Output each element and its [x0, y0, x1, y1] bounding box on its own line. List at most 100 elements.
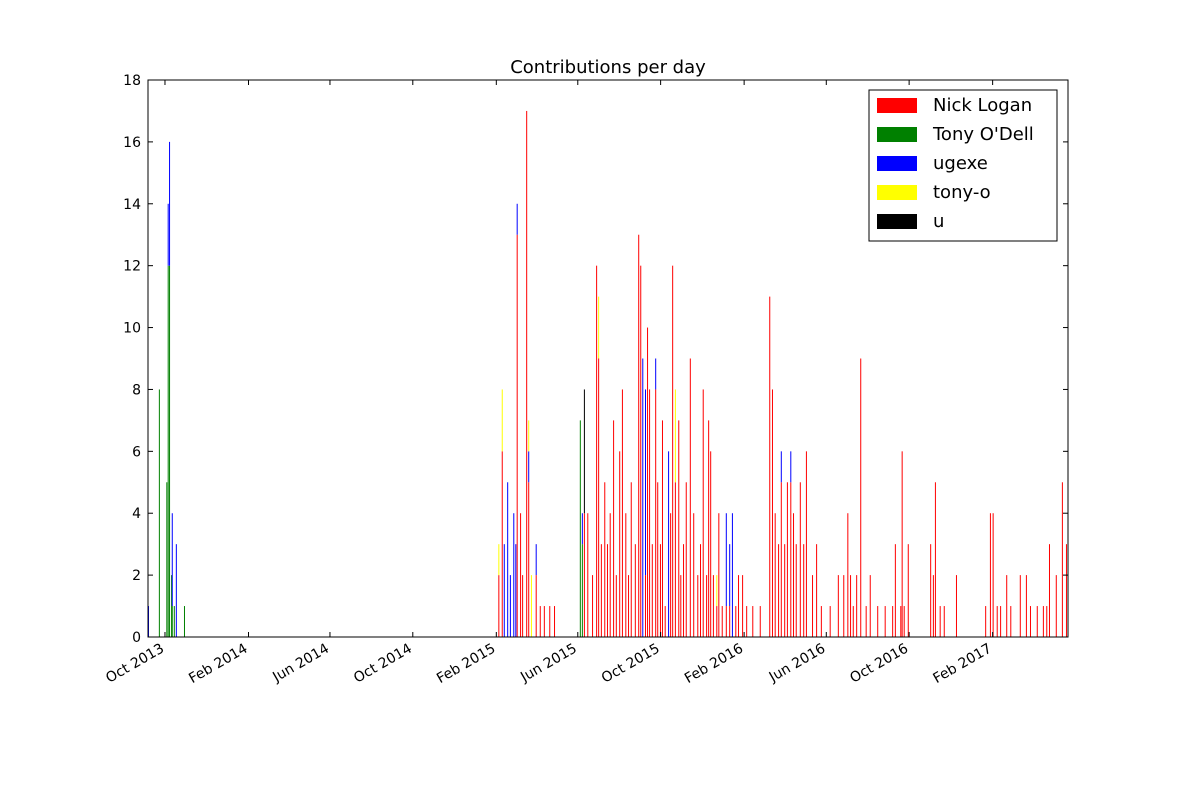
- bar-segment: [712, 575, 714, 637]
- bar-segment: [877, 606, 879, 637]
- bar-segment: [638, 234, 640, 637]
- bar-segment: [1036, 606, 1038, 637]
- bar-segment: [1000, 606, 1002, 637]
- bar-segment: [700, 544, 701, 637]
- bar-segment: [985, 606, 987, 637]
- bar-segment: [522, 575, 524, 637]
- plot-frame: [147, 79, 1069, 638]
- bar-segment: [793, 513, 795, 637]
- bar-segment: [171, 575, 173, 637]
- bar-segment: [503, 544, 505, 637]
- bar-segment: [992, 513, 994, 637]
- bar-segment: [606, 544, 608, 637]
- bar-segment: [856, 575, 858, 637]
- bar-segment: [721, 606, 723, 637]
- bar-segment: [1055, 575, 1057, 637]
- bar-segment: [528, 482, 530, 637]
- bar-segment: [549, 606, 551, 637]
- bar-segment: [166, 482, 168, 637]
- bar-segment: [716, 575, 718, 607]
- bar-segment: [746, 606, 748, 637]
- bar-segment: [860, 358, 862, 637]
- bar-segment: [1042, 606, 1044, 637]
- bar-segment: [628, 575, 630, 637]
- bar-segment: [501, 451, 503, 637]
- bar-segment: [655, 358, 657, 390]
- bar-segment: [799, 482, 801, 637]
- bar-segment: [173, 606, 175, 637]
- bar-segment: [820, 606, 822, 637]
- bar-segment: [892, 606, 894, 637]
- bar-segment: [843, 575, 845, 637]
- y-tick-label: 4: [132, 506, 141, 522]
- bar-segment: [780, 482, 782, 637]
- bar-segment: [784, 544, 786, 637]
- bar-segment: [812, 575, 814, 637]
- bar-segment: [535, 575, 537, 637]
- bar-segment: [598, 358, 600, 637]
- chart-title: Contributions per day: [510, 57, 706, 78]
- bar-segment: [615, 575, 617, 637]
- bar-segment: [674, 482, 676, 637]
- legend-label: tony-o: [933, 182, 991, 203]
- bar-segment: [539, 606, 541, 637]
- bar-segment: [829, 606, 831, 637]
- bar-segment: [674, 389, 676, 483]
- bar-segment: [725, 513, 727, 607]
- bar-segment: [1006, 575, 1008, 637]
- bar-segment: [1065, 544, 1067, 637]
- bar-segment: [498, 544, 500, 576]
- legend-swatch: [877, 185, 917, 200]
- y-tick-label: 12: [123, 259, 141, 275]
- bar-segment: [735, 606, 737, 637]
- bar-segment: [651, 544, 653, 637]
- bar-segment: [884, 606, 886, 637]
- bar-segment: [625, 513, 627, 637]
- y-tick-label: 14: [123, 197, 141, 213]
- bar-segment: [738, 575, 740, 637]
- bar-segment: [869, 575, 871, 637]
- bar-segment: [661, 420, 663, 637]
- y-tick-label: 18: [123, 73, 141, 89]
- bar-segment: [901, 451, 903, 637]
- bar-segment: [780, 451, 782, 483]
- bar-segment: [169, 265, 171, 637]
- bar-segment: [1046, 606, 1048, 637]
- bar-segment: [795, 544, 797, 637]
- bar-segment: [932, 575, 934, 637]
- bar-segment: [790, 482, 792, 637]
- bar-segment: [683, 544, 685, 637]
- bar-segment: [583, 513, 585, 637]
- bar-segment: [515, 544, 517, 637]
- bar-segment: [598, 296, 600, 359]
- bars: [148, 110, 1067, 637]
- bar-segment: [803, 544, 805, 637]
- y-tick-label: 6: [132, 444, 141, 460]
- bar-segment: [894, 544, 896, 637]
- bar-segment: [528, 451, 530, 483]
- bar-segment: [596, 265, 598, 637]
- bar-segment: [649, 389, 651, 637]
- bar-segment: [852, 606, 854, 637]
- bar-segment: [526, 110, 528, 637]
- legend-label: Tony O'Dell: [932, 124, 1034, 145]
- bar-segment: [520, 513, 522, 637]
- bar-segment: [613, 420, 615, 637]
- bar-segment: [171, 606, 173, 637]
- bar-segment: [158, 389, 160, 637]
- bar-segment: [996, 606, 998, 637]
- legend-label: ugexe: [933, 153, 988, 174]
- bar-segment: [672, 265, 674, 637]
- bar-segment: [790, 451, 792, 483]
- legend-swatch: [877, 214, 917, 229]
- bar-segment: [507, 482, 509, 637]
- bar-segment: [175, 544, 177, 637]
- bar-segment: [634, 544, 636, 637]
- y-tick-label: 0: [132, 630, 141, 646]
- y-tick-label: 2: [132, 568, 141, 584]
- bar-segment: [630, 482, 632, 637]
- bar-segment: [702, 389, 704, 637]
- bar-segment: [642, 358, 644, 637]
- bar-segment: [1048, 544, 1050, 637]
- bar-segment: [930, 544, 932, 637]
